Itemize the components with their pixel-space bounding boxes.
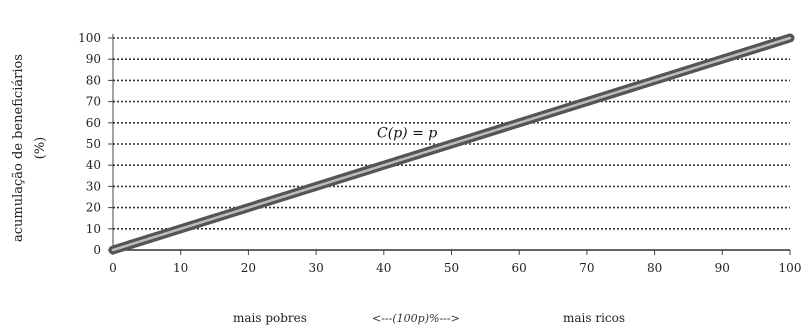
ytick-label-60: 60 <box>86 116 101 130</box>
ytick-label-40: 40 <box>86 158 101 172</box>
xtick-label-90: 90 <box>715 261 730 275</box>
ytick-label-100: 100 <box>78 31 101 45</box>
xtick-label-70: 70 <box>579 261 594 275</box>
x-axis-label-right: mais ricos <box>563 311 625 325</box>
y-axis-label-line1: acumulação de beneficiários <box>11 54 26 242</box>
ytick-label-90: 90 <box>86 52 101 66</box>
ytick-label-20: 20 <box>86 201 101 215</box>
ytick-label-30: 30 <box>86 179 101 193</box>
axes <box>108 34 791 255</box>
ytick-label-80: 80 <box>86 73 101 87</box>
xtick-label-20: 20 <box>241 261 256 275</box>
ytick-label-70: 70 <box>86 95 101 109</box>
x-axis-label-middle: <---(100p)%---> <box>372 312 460 325</box>
y-axis-label: acumulação de beneficiários (%) <box>11 54 48 242</box>
ytick-label-10: 10 <box>86 222 101 236</box>
grid-lines <box>113 37 790 230</box>
x-axis-label-left: mais pobres <box>233 311 307 325</box>
y-axis-label-line2: (%) <box>33 137 48 160</box>
series-layer <box>108 33 795 255</box>
xtick-label-60: 60 <box>512 261 527 275</box>
xtick-label-100: 100 <box>779 261 802 275</box>
tick-labels: 0 10 20 30 40 50 60 70 80 90 100 0 10 20 30 40 50 60 70 80 9… <box>78 31 801 275</box>
xtick-label-40: 40 <box>376 261 391 275</box>
xtick-label-50: 50 <box>444 261 459 275</box>
xtick-label-0: 0 <box>109 261 117 275</box>
xtick-label-10: 10 <box>173 261 188 275</box>
series-line-core-0 <box>111 36 792 252</box>
ytick-label-0: 0 <box>93 243 101 257</box>
xtick-label-30: 30 <box>308 261 323 275</box>
xtick-label-80: 80 <box>647 261 662 275</box>
ytick-label-50: 50 <box>86 137 101 151</box>
annotation-label: C(p) = p <box>377 126 437 142</box>
